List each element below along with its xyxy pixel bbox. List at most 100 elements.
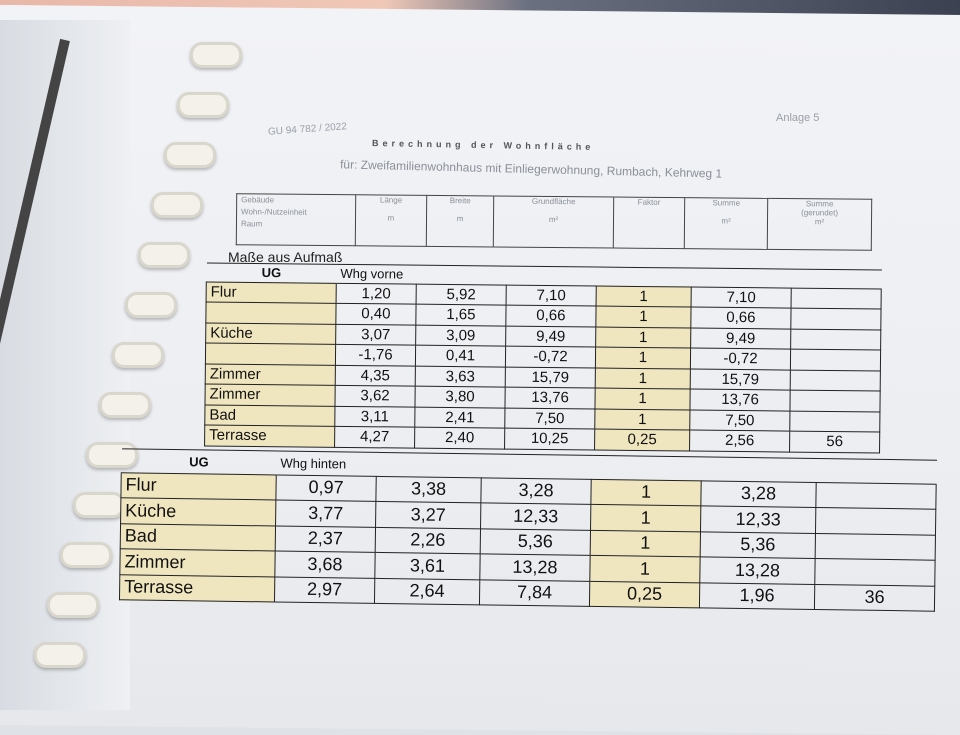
table-header: Gebäude Wohn-/Nutzeinheit Raum Länge m Br… <box>236 193 872 251</box>
cell-room: Terrasse <box>204 424 335 447</box>
cell-room: Bad <box>204 404 335 427</box>
cell-grundflaeche: 7,84 <box>479 579 590 607</box>
header-unit: Wohn-/Nutzeinheit <box>241 207 307 217</box>
cell-faktor: 1 <box>596 285 692 308</box>
header-summe: Summe <box>712 198 741 208</box>
binding-ring <box>190 42 242 68</box>
cell-summe: 2,56 <box>689 430 790 452</box>
cell-laenge: 3,11 <box>334 405 415 428</box>
cell-faktor: 1 <box>594 388 691 410</box>
cell-summe: -0,72 <box>690 348 791 370</box>
group-total: 56 <box>789 431 880 453</box>
cell-room: Zimmer <box>204 383 336 406</box>
cell-summe: 7,50 <box>689 409 790 432</box>
section-label: Maße aus Aufmaß <box>228 249 343 265</box>
cell-empty <box>815 482 937 510</box>
cell-summe: 0,66 <box>690 307 792 329</box>
cell-summe: 5,36 <box>700 531 816 559</box>
cell-grundflaeche: 7,50 <box>504 407 595 430</box>
cell-grundflaeche: 10,25 <box>504 428 595 450</box>
binding-ring <box>138 242 190 268</box>
cell-empty <box>815 507 936 535</box>
binding-ring <box>125 292 177 318</box>
cell-breite: 0,41 <box>415 345 506 367</box>
group-total: 36 <box>814 584 935 612</box>
cell-laenge: -1,76 <box>335 344 416 366</box>
cell-room <box>205 301 337 324</box>
cell-summe: 7,10 <box>691 286 792 309</box>
cell-empty <box>814 558 936 586</box>
header-faktor: Faktor <box>637 197 661 207</box>
group-level: UG <box>206 262 337 283</box>
cell-empty <box>791 287 882 310</box>
unit: m² <box>814 217 825 227</box>
cell-room: Terrasse <box>119 574 275 602</box>
cell-room: Küche <box>120 497 276 526</box>
cell-summe: 3,28 <box>700 480 817 508</box>
cell-laenge: 4,35 <box>335 364 416 387</box>
cell-breite: 2,64 <box>374 577 480 605</box>
cell-breite: 3,38 <box>375 475 482 503</box>
group-level: UG <box>121 448 277 475</box>
cell-grundflaeche: 7,10 <box>506 284 597 307</box>
cell-laenge: 3,07 <box>335 323 416 346</box>
binding-ring <box>164 142 216 168</box>
cell-grundflaeche: 0,66 <box>505 305 597 327</box>
cell-room: Küche <box>205 322 336 345</box>
cell-laenge: 2,37 <box>275 525 376 553</box>
cell-grundflaeche: 15,79 <box>505 366 596 389</box>
binding-ring <box>60 542 112 568</box>
cell-empty <box>789 410 880 433</box>
cell-faktor: 1 <box>595 347 691 369</box>
cell-faktor: 1 <box>590 478 702 506</box>
cell-laenge: 1,20 <box>336 282 417 305</box>
cell-empty <box>789 390 881 412</box>
area-table-1: UG Whg vorne Flur 1,20 5,92 7,10 1 7,10 0,40 1,65… <box>204 262 882 453</box>
binding-ring <box>47 592 99 618</box>
binding-ring <box>34 642 86 668</box>
binding-ring <box>112 342 164 368</box>
cell-laenge: 2,97 <box>274 576 375 604</box>
cell-room: Flur <box>206 281 337 304</box>
cell-laenge: 3,68 <box>274 550 376 578</box>
cell-grundflaeche: 12,33 <box>480 502 591 530</box>
cell-faktor: 1 <box>595 326 691 349</box>
cell-faktor: 1 <box>594 408 690 431</box>
cell-grundflaeche: 13,76 <box>504 387 596 409</box>
binding-ring <box>73 492 125 518</box>
cell-laenge: 0,97 <box>275 474 377 502</box>
cell-breite: 2,40 <box>414 427 505 449</box>
cell-laenge: 4,27 <box>334 426 415 448</box>
cell-summe: 1,96 <box>699 582 815 610</box>
cell-breite: 1,65 <box>415 304 507 326</box>
cell-breite: 3,80 <box>414 386 506 408</box>
cell-breite: 3,63 <box>415 365 506 388</box>
unit: m <box>387 213 395 223</box>
cell-summe: 13,28 <box>699 556 816 585</box>
cell-laenge: 3,77 <box>275 499 376 527</box>
header-gerundet: (gerundet) <box>801 208 839 218</box>
header-laenge: Länge <box>379 195 403 205</box>
cell-summe: 12,33 <box>700 505 816 534</box>
area-table-2: UG Whg hinten Flur 0,97 3,38 3,28 1 3,28 Küche 3,… <box>119 448 937 612</box>
cell-summe: 13,76 <box>689 389 791 411</box>
cell-faktor: 1 <box>595 306 692 328</box>
cell-grundflaeche: 13,28 <box>479 553 591 581</box>
header-building: Gebäude <box>241 195 275 205</box>
cell-faktor: 0,25 <box>594 429 690 451</box>
cell-grundflaeche: 5,36 <box>480 528 591 556</box>
cell-faktor: 1 <box>595 367 691 390</box>
cell-faktor: 1 <box>589 555 701 583</box>
unit: m <box>456 214 464 224</box>
cell-empty <box>790 349 881 371</box>
cell-grundflaeche: 3,28 <box>480 477 592 505</box>
cell-faktor: 0,25 <box>589 580 700 608</box>
cell-breite: 2,26 <box>375 526 481 554</box>
cell-faktor: 1 <box>590 504 701 532</box>
header-breite: Breite <box>449 196 471 206</box>
cell-breite: 3,09 <box>415 324 506 347</box>
cell-summe: 15,79 <box>690 368 791 391</box>
cell-breite: 3,27 <box>375 501 481 529</box>
annex-label: Anlage 5 <box>776 112 820 124</box>
cell-empty <box>790 328 881 351</box>
